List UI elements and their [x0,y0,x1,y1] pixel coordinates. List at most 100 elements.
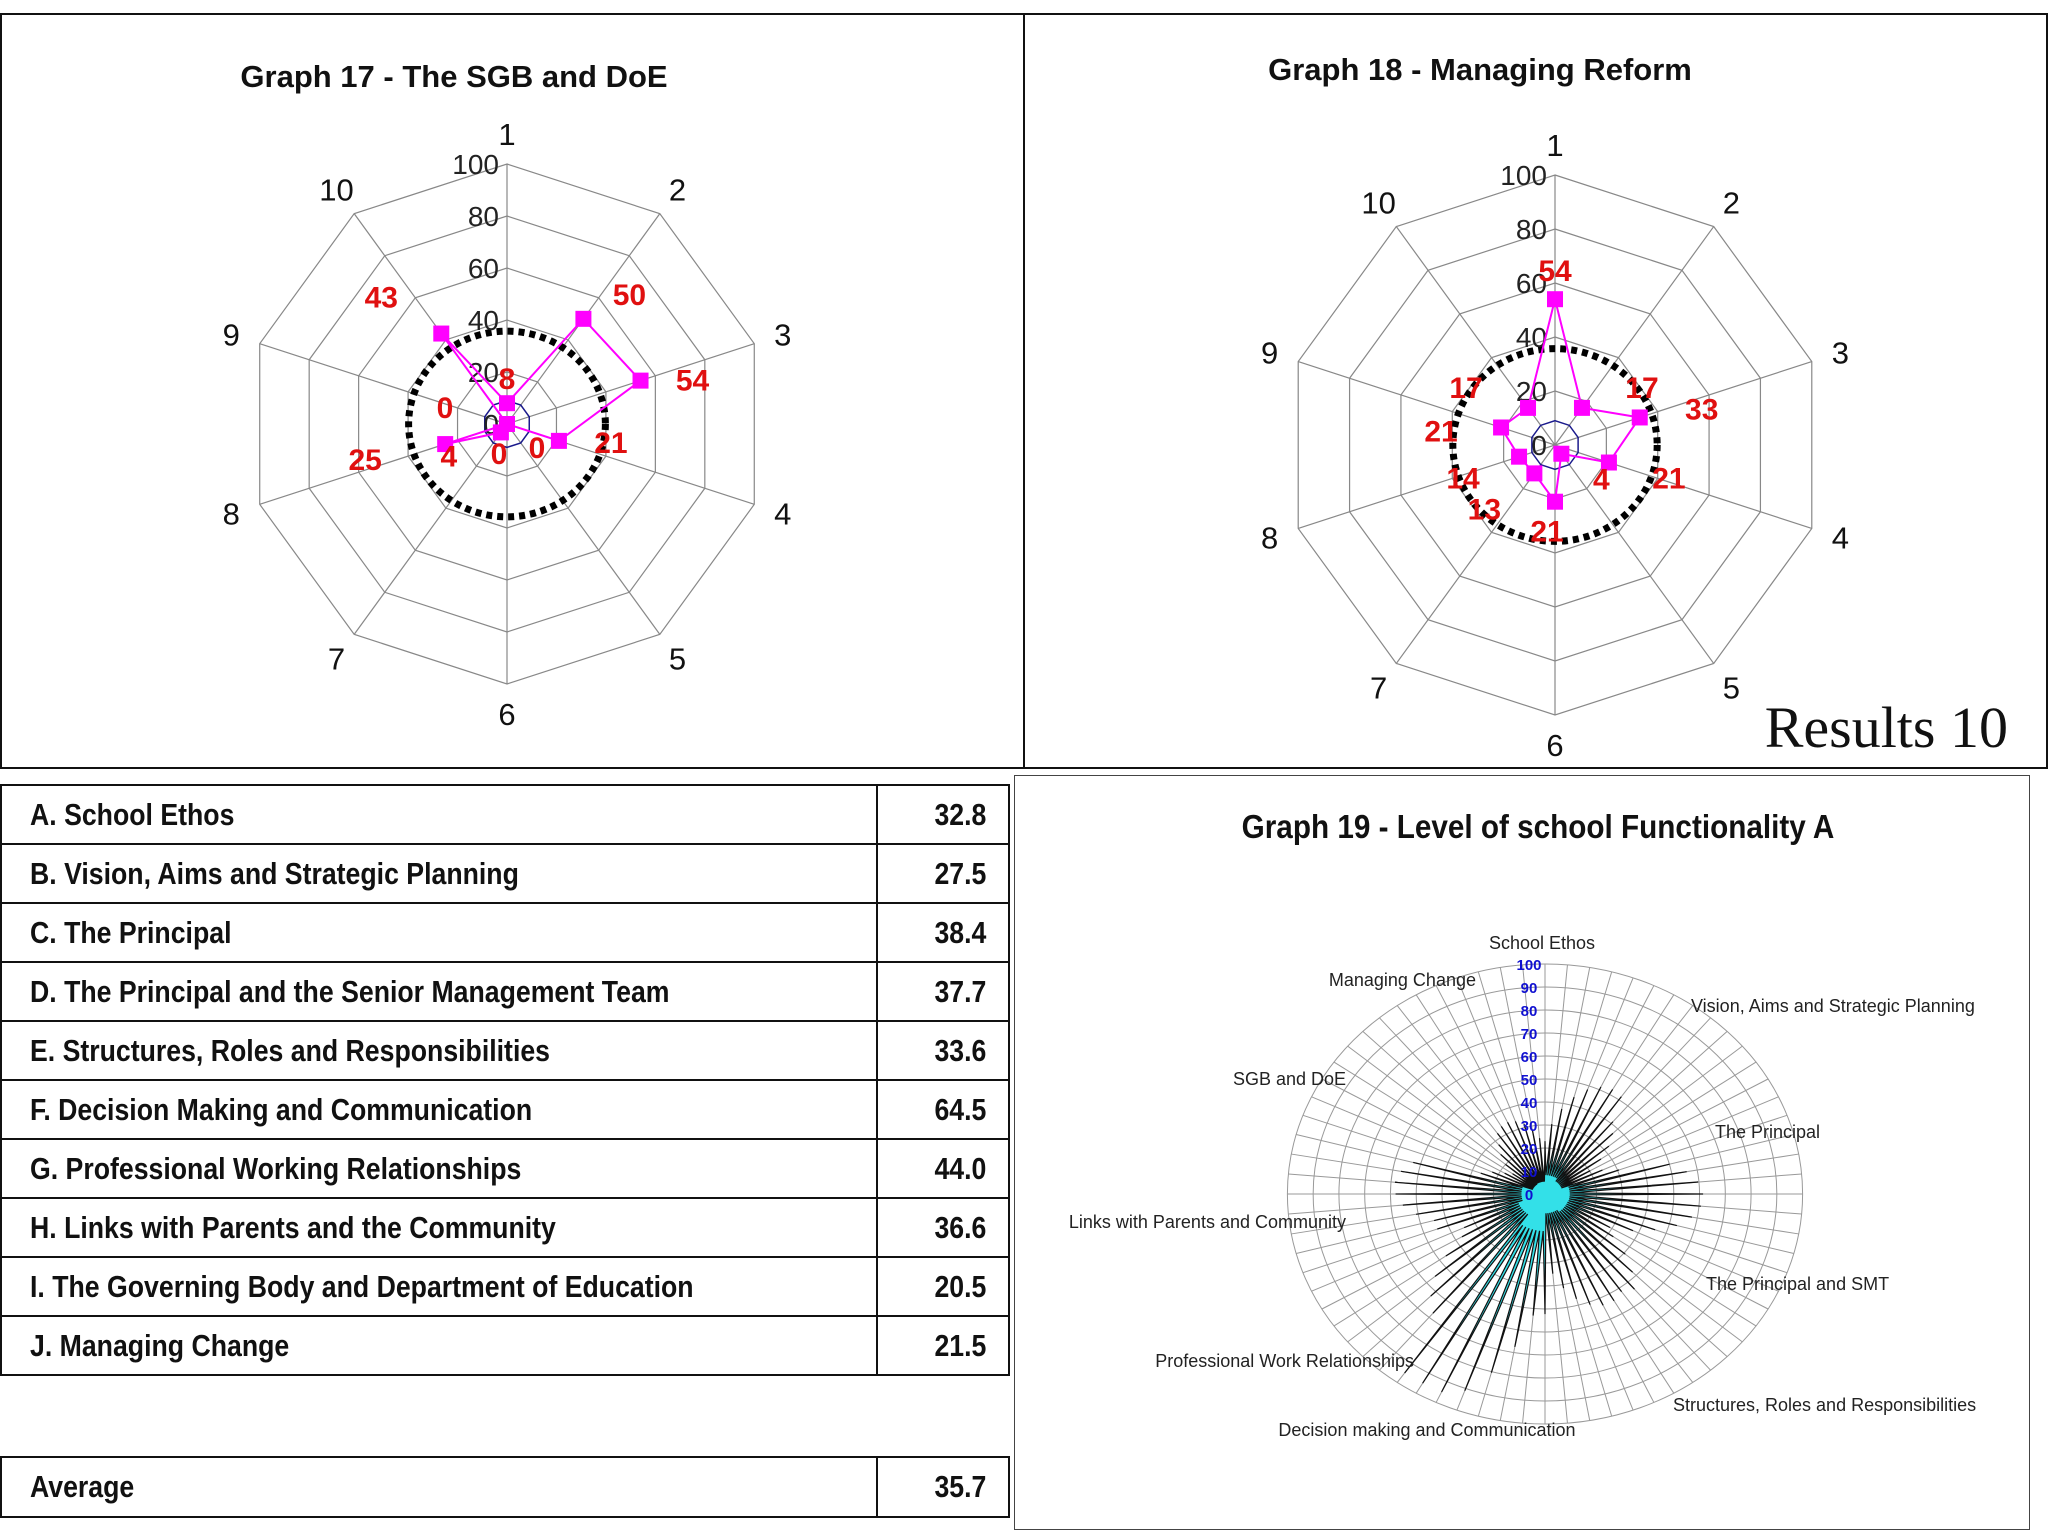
g17-category-label: 4 [774,497,791,532]
g17-data-label: 50 [613,279,646,312]
table-row: F. Decision Making and Communication 64.5 [0,1079,1010,1140]
row-value: 44.0 [876,1138,1010,1199]
table-row: A. School Ethos 32.8 [0,784,1010,845]
g18-data-point [1573,399,1590,416]
g19-radial-tick: 40 [1521,1095,1538,1112]
average-row: Average 35.7 [0,1456,1010,1518]
graph-17-svg: Graph 17 - The SGB and DoE 0204060801001… [223,59,792,732]
g17-category-label: 1 [498,117,515,152]
g17-spoke [506,343,755,425]
g18-radial-tick: 100 [1500,160,1547,191]
row-label: B. Vision, Aims and Strategic Planning [0,843,878,904]
g19-sector-label: School Ethos [1489,933,1595,953]
g18-spoke [1298,360,1556,446]
g17-data-label: 0 [491,438,508,471]
g19-radial-tick: 80 [1521,1003,1538,1020]
g17-data-label: 25 [348,444,381,477]
row-value: 38.4 [876,902,1010,963]
g17-data-point [437,436,454,453]
average-table: Average 35.7 [0,1456,1010,1518]
graph-19-svg: Graph 19 - Level of school Functionality… [1069,809,1976,1440]
g17-category-label: 5 [669,642,686,677]
g19-radial-tick: 90 [1521,980,1538,997]
g17-data-point [499,416,515,432]
g17-data-point [550,432,567,449]
table-row: H. Links with Parents and the Community 3… [0,1197,1010,1258]
g17-category-label: 3 [774,317,791,352]
graph-18-panel: Graph 18 - Managing Reform 0 20 40 60 80 100 1… [1023,13,2048,769]
g18-category-label: 5 [1723,671,1740,706]
table-row: C. The Principal 38.4 [0,902,1010,963]
table-row: E. Structures, Roles and Responsibilitie… [0,1020,1010,1081]
g17-category-label: 6 [498,697,515,732]
g19-sector-label: Managing Change [1329,970,1476,990]
g18-category-label: 4 [1832,521,1849,556]
g19-radial-tick: 0 [1525,1187,1533,1204]
g17-category-label: 10 [319,172,353,207]
g18-data-label: 14 [1446,463,1480,496]
g18-data-point [1553,445,1570,462]
g18-data-label: 17 [1449,372,1482,405]
g18-category-label: 10 [1361,185,1395,220]
g18-spoke [1395,444,1556,664]
row-value: 32.8 [876,784,1010,845]
g18-data-point [1600,454,1617,471]
g18-radial-tick: 40 [1516,322,1547,353]
table-row: I. The Governing Body and Department of … [0,1256,1010,1317]
g18-data-label: 13 [1468,493,1501,526]
g19-sector-label: Decision making and Communication [1278,1420,1575,1440]
row-label: H. Links with Parents and the Community [0,1197,878,1258]
g17-data-label: 4 [441,440,458,473]
g18-data-label: 21 [1530,516,1563,549]
g17-spoke [353,423,508,635]
g17-category-label: 8 [223,497,240,532]
graph-17-title: Graph 17 - The SGB and DoE [240,59,667,94]
g18-data-point [1520,399,1537,416]
graph-18-svg: Graph 18 - Managing Reform 0204060801001… [1261,52,1849,763]
g19-sector-label: Professional Work Relationships [1155,1351,1414,1371]
row-value: 27.5 [876,843,1010,904]
g17-data-point [499,395,515,412]
g18-category-label: 1 [1546,128,1563,163]
g17-radial-tick: 80 [468,201,499,232]
g17-radial-tick: 20 [468,357,499,388]
g17-category-label: 2 [669,172,686,207]
average-label: Average [0,1456,878,1518]
g18-spoke [1554,444,1812,530]
g18-category-label: 7 [1370,671,1387,706]
g18-data-label: 21 [1424,415,1457,448]
g18-data-label: 21 [1652,463,1685,496]
g18-data-label: 33 [1685,393,1718,426]
row-label: G. Professional Working Relationships [0,1138,878,1199]
g19-radial-tick: 10 [1521,1164,1538,1181]
graph-17-panel: Graph 17 - The SGB and DoE 0 20 40 60 80 100 1… [0,13,1025,769]
row-value: 64.5 [876,1079,1010,1140]
g17-radial-tick: 40 [468,305,499,336]
g17-data-point [433,325,450,342]
row-label: D. The Principal and the Senior Manageme… [0,961,878,1022]
g18-radial-tick: 80 [1516,214,1547,245]
row-value: 36.6 [876,1197,1010,1258]
g19-sector-label: Links with Parents and Community [1069,1212,1346,1232]
g19-radial-tick: 30 [1521,1118,1538,1135]
g17-data-label: 43 [365,282,398,315]
row-value: 20.5 [876,1256,1010,1317]
row-value: 33.6 [876,1020,1010,1081]
graph-19-panel: Graph 19 - Level of school Functionality… [1014,775,2030,1530]
g18-category-label: 8 [1261,521,1278,556]
g19-sector-label: The Principal and SMT [1706,1274,1889,1294]
g18-category-label: 6 [1546,728,1563,763]
g17-category-label: 7 [328,642,345,677]
row-label: I. The Governing Body and Department of … [0,1256,878,1317]
g19-radial-tick: 70 [1521,1026,1538,1043]
g17-data-point [575,310,592,327]
g17-data-point [632,372,649,389]
graph-19-title: Graph 19 - Level of school Functionality… [1242,809,1835,846]
g19-sector-label: Vision, Aims and Strategic Planning [1691,996,1975,1016]
row-label: E. Structures, Roles and Responsibilitie… [0,1020,878,1081]
g18-spoke [1554,444,1715,664]
g17-data-label: 54 [676,365,710,398]
row-value: 37.7 [876,961,1010,1022]
g17-spoke [259,343,508,425]
table-row: D. The Principal and the Senior Manageme… [0,961,1010,1022]
